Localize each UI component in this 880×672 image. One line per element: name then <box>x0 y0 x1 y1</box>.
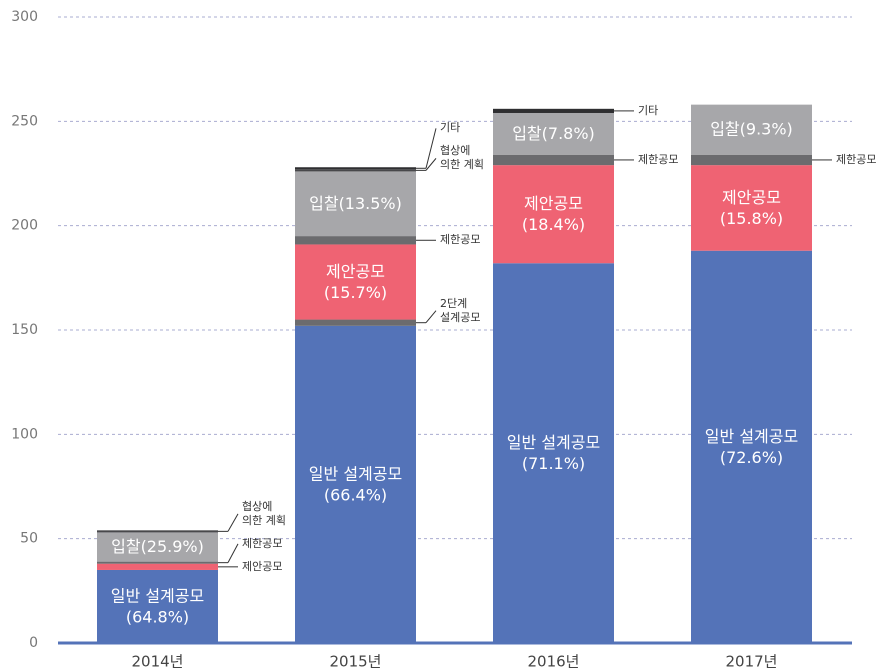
segment-name: 일반 설계공모 <box>705 426 798 445</box>
bar-segment <box>295 167 416 170</box>
segment-label: 입찰(9.3%) <box>710 119 793 138</box>
segment-share: (64.8%) <box>126 607 189 626</box>
segment-share: (18.4%) <box>522 215 585 234</box>
bar-segment <box>493 263 614 643</box>
callout-line <box>425 158 437 171</box>
segment-label: 일반 설계공모 (66.4%) <box>309 464 402 504</box>
y-tick-label: 50 <box>20 531 38 547</box>
callout-label: 협상에 의한 계획 <box>440 144 484 172</box>
callout-line <box>425 128 437 169</box>
bar-segment <box>97 561 218 564</box>
bar-segment <box>691 154 812 166</box>
callout-line <box>227 513 239 532</box>
segment-name: 입찰 <box>309 193 339 212</box>
callout-label: 협상에 의한 계획 <box>242 499 286 527</box>
callout-line <box>425 310 437 324</box>
callout-label: 2단계 설계공모 <box>440 296 481 324</box>
segment-share: (15.7%) <box>324 283 387 302</box>
segment-name: 일반 설계공모 <box>309 464 402 483</box>
segment-share: (9.3%) <box>740 119 793 138</box>
callout-label: 기타 <box>440 121 461 135</box>
segment-share: (72.6%) <box>720 447 783 466</box>
segment-label: 제안공모 (15.8%) <box>720 187 783 227</box>
x-tick-label: 2016년 <box>528 653 580 671</box>
bar-segment <box>97 563 218 570</box>
segment-name: 제안공모 <box>326 262 385 281</box>
segment-name: 입찰 <box>512 123 542 142</box>
segment-name: 일반 설계공모 <box>111 586 204 605</box>
callout-line <box>227 543 239 563</box>
bar-segment <box>493 165 614 264</box>
bar-segment <box>97 530 218 533</box>
segment-label: 일반 설계공모 (64.8%) <box>111 586 204 626</box>
bar-segment <box>295 236 416 245</box>
callout-label: 기타 <box>638 103 659 117</box>
segment-label: 일반 설계공모 (71.1%) <box>507 433 600 473</box>
segment-share: (66.4%) <box>324 485 387 504</box>
segment-share: (25.9%) <box>141 537 204 556</box>
bar-segment <box>691 250 812 643</box>
bar-segment <box>691 165 812 251</box>
segment-label: 제안공모 (15.7%) <box>324 262 387 302</box>
segment-label: 입찰(25.9%) <box>111 537 204 556</box>
bar-segment <box>691 104 812 155</box>
segment-label: 입찰(7.8%) <box>512 123 595 142</box>
callout-label: 제한공모 <box>836 152 877 166</box>
segment-label: 제안공모 (18.4%) <box>522 194 585 234</box>
segment-name: 일반 설계공모 <box>507 433 600 452</box>
y-tick-label: 100 <box>11 426 38 442</box>
y-tick-label: 150 <box>11 322 38 338</box>
segment-share: (71.1%) <box>522 454 585 473</box>
bar-segment <box>97 532 218 562</box>
segment-share: (15.8%) <box>720 208 783 227</box>
bar-segment <box>295 169 416 172</box>
y-tick-label: 250 <box>11 113 38 129</box>
bar-segment <box>493 108 614 113</box>
bar-segment <box>493 154 614 166</box>
bar-segment <box>295 319 416 326</box>
segment-label: 일반 설계공모 (72.6%) <box>705 426 798 466</box>
segment-name: 입찰 <box>111 537 141 556</box>
bar-segment <box>295 244 416 320</box>
x-tick-label: 2014년 <box>132 653 184 671</box>
segment-name: 입찰 <box>710 119 740 138</box>
segment-label: 입찰(13.5%) <box>309 193 402 212</box>
callout-label: 제안공모 <box>242 559 283 573</box>
segment-name: 제안공모 <box>722 187 781 206</box>
x-tick-label: 2017년 <box>726 653 778 671</box>
bar-segment <box>493 112 614 155</box>
callout-label: 제한공모 <box>440 233 481 247</box>
segment-share: (13.5%) <box>339 193 402 212</box>
y-tick-label: 300 <box>11 9 38 25</box>
y-tick-label: 0 <box>29 635 38 651</box>
bar-segment <box>295 325 416 643</box>
y-tick-label: 200 <box>11 218 38 234</box>
bar-segment <box>295 171 416 237</box>
x-tick-label: 2015년 <box>330 653 382 671</box>
segment-name: 제안공모 <box>524 194 583 213</box>
callout-label: 제한공모 <box>242 536 283 550</box>
bar-segment <box>97 569 218 643</box>
callout-label: 제한공모 <box>638 152 679 166</box>
segment-share: (7.8%) <box>542 123 595 142</box>
